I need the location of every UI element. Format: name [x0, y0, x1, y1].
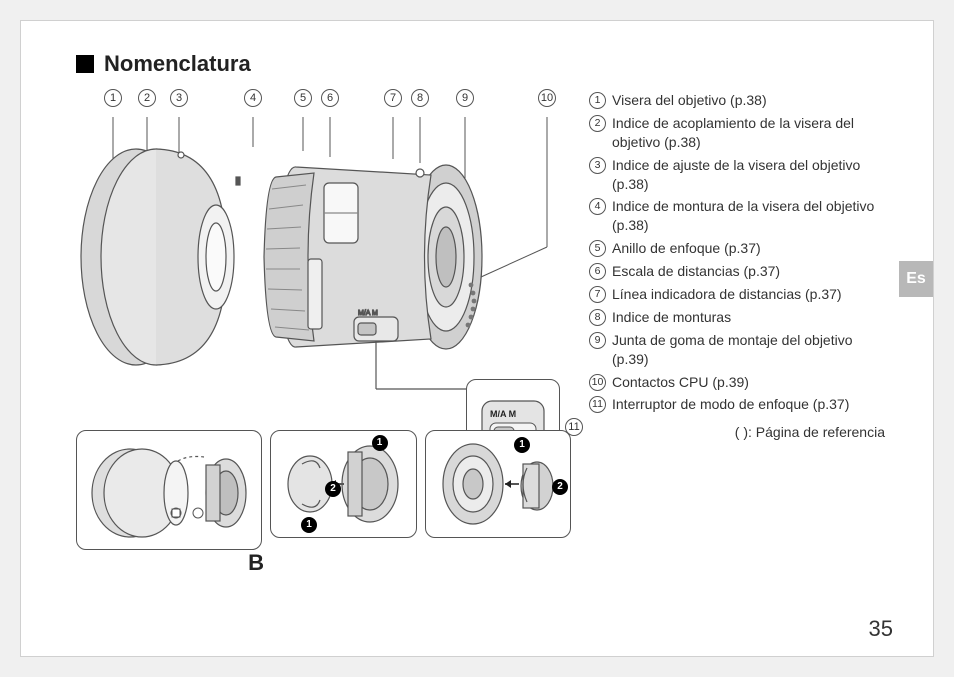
legend-number: 8: [589, 309, 606, 326]
svg-text:M/A M: M/A M: [358, 310, 378, 317]
callout-number: 3: [170, 89, 188, 107]
callout-number: 4: [244, 89, 262, 107]
content-row: 12345678910: [76, 89, 893, 550]
callout-number: 10: [538, 89, 556, 107]
callout-number: 6: [321, 89, 339, 107]
callout-number: 7: [384, 89, 402, 107]
callout-number: 9: [456, 89, 474, 107]
legend-list: 1 Visera del objetivo (p.38) 2 Indice de ac…: [589, 91, 889, 414]
legend-text: Indice de monturas: [612, 308, 889, 327]
top-callout-row: 123 4 56 78 9 10: [76, 89, 571, 113]
bottom-panels-row: B: [76, 430, 571, 550]
legend-item: 9 Junta de goma de montaje del objetivo (…: [589, 331, 889, 369]
legend-item: 4 Indice de montura de la visera del obje…: [589, 197, 889, 235]
step-dot-1: 1: [372, 435, 388, 451]
legend-number: 3: [589, 157, 606, 174]
panel-b-wrapper: B: [76, 430, 262, 550]
rear-cap-diagram-icon: [427, 434, 569, 534]
legend-text: Interruptor de modo de enfoque (p.37): [612, 395, 889, 414]
legend-text: Indice de ajuste de la visera del objeti…: [612, 156, 889, 194]
legend-item: 6 Escala de distancias (p.37): [589, 262, 889, 281]
legend-item: 7 Línea indicadora de distancias (p.37): [589, 285, 889, 304]
legend-text: Anillo de enfoque (p.37): [612, 239, 889, 258]
legend-item: 3 Indice de ajuste de la visera del objet…: [589, 156, 889, 194]
legend-text: Indice de montura de la visera del objet…: [612, 197, 889, 235]
callout-number: 2: [138, 89, 156, 107]
document-page: Nomenclatura 12345678910: [20, 20, 934, 657]
legend-text: Línea indicadora de distancias (p.37): [612, 285, 889, 304]
panel-b-label: B: [248, 550, 264, 576]
legend-item: 11 Interruptor de modo de enfoque (p.37): [589, 395, 889, 414]
legend-number: 9: [589, 332, 606, 349]
callout-number: 5: [294, 89, 312, 107]
legend-text: Junta de goma de montaje del objetivo (p…: [612, 331, 889, 369]
step-dot-1: 1: [514, 437, 530, 453]
legend-number: 11: [589, 396, 606, 413]
hood-mount-diagram-icon: [80, 435, 258, 545]
legend-number: 1: [589, 92, 606, 109]
legend-column: 1 Visera del objetivo (p.38) 2 Indice de ac…: [589, 89, 889, 550]
legend-number: 6: [589, 263, 606, 280]
step-dot-1b: 1: [301, 517, 317, 533]
section-title: Nomenclatura: [104, 51, 251, 77]
section-title-row: Nomenclatura: [76, 51, 893, 77]
panel-b: [76, 430, 262, 550]
legend-text: Escala de distancias (p.37): [612, 262, 889, 281]
callout-number: 1: [104, 89, 122, 107]
page-number: 35: [869, 616, 893, 642]
legend-item: 10 Contactos CPU (p.39): [589, 373, 889, 392]
callout-number: 8: [411, 89, 429, 107]
legend-number: 4: [589, 198, 606, 215]
legend-text: Contactos CPU (p.39): [612, 373, 889, 392]
front-cap-diagram-icon: [272, 434, 414, 534]
legend-number: 5: [589, 240, 606, 257]
diagram-column: 12345678910: [76, 89, 571, 550]
legend-item: 5 Anillo de enfoque (p.37): [589, 239, 889, 258]
legend-item: 1 Visera del objetivo (p.38): [589, 91, 889, 110]
switch-labels-text: M/A M: [490, 409, 516, 419]
legend-number: 10: [589, 374, 606, 391]
step-dot-2: 2: [552, 479, 568, 495]
title-bullet-square: [76, 55, 94, 73]
legend-text: Indice de acoplamiento de la visera del …: [612, 114, 889, 152]
legend-number: 7: [589, 286, 606, 303]
legend-item: 2 Indice de acoplamiento de la visera del…: [589, 114, 889, 152]
lens-diagram: M/A M: [76, 117, 571, 407]
panel-cap-rear: 1 2: [425, 430, 572, 538]
step-dot-2: 2: [325, 481, 341, 497]
panel-cap-front: 1 2 1: [270, 430, 417, 538]
legend-number: 2: [589, 115, 606, 132]
legend-text: Visera del objetivo (p.38): [612, 91, 889, 110]
language-tab: Es: [899, 261, 933, 297]
legend-item: 8 Indice de monturas: [589, 308, 889, 327]
reference-note: ( ): Página de referencia: [589, 424, 889, 440]
